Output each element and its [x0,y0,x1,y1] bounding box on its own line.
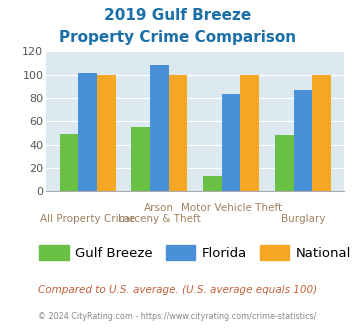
Legend: Gulf Breeze, Florida, National: Gulf Breeze, Florida, National [34,240,355,265]
Bar [275,135,294,191]
Text: Motor Vehicle Theft: Motor Vehicle Theft [181,203,282,213]
Bar [312,75,331,191]
Bar [78,73,97,191]
Text: Compared to U.S. average. (U.S. average equals 100): Compared to U.S. average. (U.S. average … [38,285,317,295]
Text: Larceny & Theft: Larceny & Theft [118,214,201,224]
Text: © 2024 CityRating.com - https://www.cityrating.com/crime-statistics/: © 2024 CityRating.com - https://www.city… [38,312,317,321]
Bar [131,127,150,191]
Text: Burglary: Burglary [280,214,325,224]
Text: Arson: Arson [144,203,174,213]
Bar [294,90,312,191]
Bar [150,65,169,191]
Text: 2019 Gulf Breeze: 2019 Gulf Breeze [104,8,251,23]
Bar [97,75,116,191]
Bar [169,75,187,191]
Text: All Property Crime: All Property Crime [40,214,135,224]
Text: Property Crime Comparison: Property Crime Comparison [59,30,296,45]
Bar [222,94,240,191]
Bar [240,75,259,191]
Bar [60,134,78,191]
Bar [203,176,222,191]
